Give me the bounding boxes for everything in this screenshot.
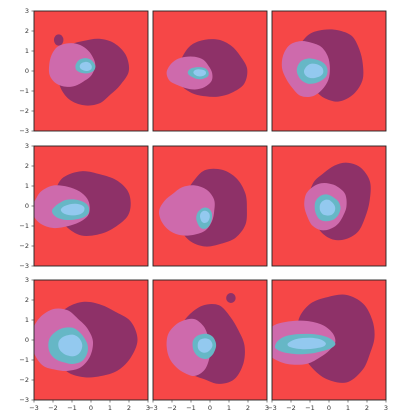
contour-levels — [304, 162, 371, 241]
contour-level-4 — [193, 69, 207, 77]
contour-levels — [272, 294, 375, 383]
panel-frame — [271, 10, 387, 132]
contour-levels — [159, 168, 247, 247]
panel-r1-c2 — [271, 145, 387, 267]
contour-level-2 — [166, 318, 211, 376]
x-tick-label: 3 — [384, 404, 388, 412]
y-tick-label: 0 — [25, 67, 29, 75]
y-tick-label: 2 — [25, 296, 29, 304]
contour-level-4 — [287, 337, 326, 350]
x-tick-label: −1 — [67, 404, 77, 412]
x-tick-label: 1 — [346, 404, 350, 412]
x-tick-label: 2 — [365, 404, 369, 412]
contour-levels — [166, 293, 245, 384]
contour-level-4 — [197, 338, 213, 353]
contour-level-4 — [60, 203, 85, 216]
panel-r0-c2 — [271, 10, 387, 132]
x-tick-label: −2 — [286, 404, 296, 412]
y-tick-label: 2 — [25, 27, 29, 35]
y-tick-label: 3 — [25, 7, 29, 15]
x-tick-label: 1 — [227, 404, 231, 412]
x-tick-label: −3 — [29, 404, 39, 412]
contour-levels — [166, 39, 248, 97]
contour-island — [53, 34, 64, 46]
panel-r2-c2: −3 −2 −1 0 1 2 3 — [267, 279, 388, 412]
panel-r2-c1: −3 −2 −1 0 1 2 3 — [148, 279, 269, 412]
contour-level-1 — [297, 294, 375, 383]
x-tick-label: −1 — [305, 404, 315, 412]
y-tick-label: 2 — [25, 162, 29, 170]
y-tick-label: −1 — [19, 87, 29, 95]
panel-r0-c0: −3 −2 −1 0 1 2 3 — [19, 7, 149, 135]
x-tick-label: 3 — [265, 404, 269, 412]
contour-level-4 — [200, 210, 210, 224]
y-tick-label: 1 — [25, 182, 29, 190]
contour-levels — [34, 301, 138, 378]
y-tick-label: −3 — [19, 127, 29, 135]
x-tick-label: 0 — [208, 404, 212, 412]
x-tick-label: 3 — [146, 404, 150, 412]
x-tick-label: −3 — [148, 404, 158, 412]
x-tick-label: −1 — [186, 404, 196, 412]
contour-island — [226, 293, 236, 303]
y-tick-label: 3 — [25, 142, 29, 150]
panel-r0-c1 — [152, 10, 268, 132]
y-tick-label: 1 — [25, 316, 29, 324]
x-tick-label: 0 — [327, 404, 331, 412]
panel-frame — [152, 10, 268, 132]
x-tick-label: 2 — [246, 404, 250, 412]
x-tick-label: −2 — [167, 404, 177, 412]
panel-r1-c1 — [152, 145, 268, 267]
x-tick-label: 2 — [127, 404, 131, 412]
x-tick-label: 0 — [89, 404, 93, 412]
x-tick-label: −3 — [267, 404, 277, 412]
panel-frame — [271, 145, 387, 267]
x-tick-label: −2 — [48, 404, 58, 412]
panel-r1-c0: −3 −2 −1 0 1 2 3 — [19, 142, 149, 270]
y-tick-label: −3 — [19, 262, 29, 270]
contour-levels — [281, 29, 364, 102]
contour-level-4 — [303, 63, 324, 79]
y-tick-label: −1 — [19, 222, 29, 230]
contour-levels — [48, 34, 130, 106]
y-tick-label: −2 — [19, 376, 29, 384]
y-tick-label: −1 — [19, 356, 29, 364]
panel-frame — [152, 145, 268, 267]
y-tick-label: 0 — [25, 202, 29, 210]
y-tick-label: −3 — [19, 396, 29, 404]
contour-level-4 — [79, 61, 92, 72]
y-tick-label: 3 — [25, 276, 29, 284]
contour-level-4 — [319, 199, 336, 216]
contour-level-4 — [58, 334, 83, 357]
y-tick-label: 1 — [25, 47, 29, 55]
y-tick-label: −2 — [19, 242, 29, 250]
panel-r2-c0: −3 −2 −1 0 1 2 3 −3 −2 −1 0 1 2 3 — [19, 276, 150, 412]
x-tick-label: 1 — [108, 404, 112, 412]
y-tick-label: −2 — [19, 107, 29, 115]
contour-levels — [34, 171, 131, 237]
contour-level-2 — [48, 43, 96, 87]
y-tick-label: 0 — [25, 336, 29, 344]
